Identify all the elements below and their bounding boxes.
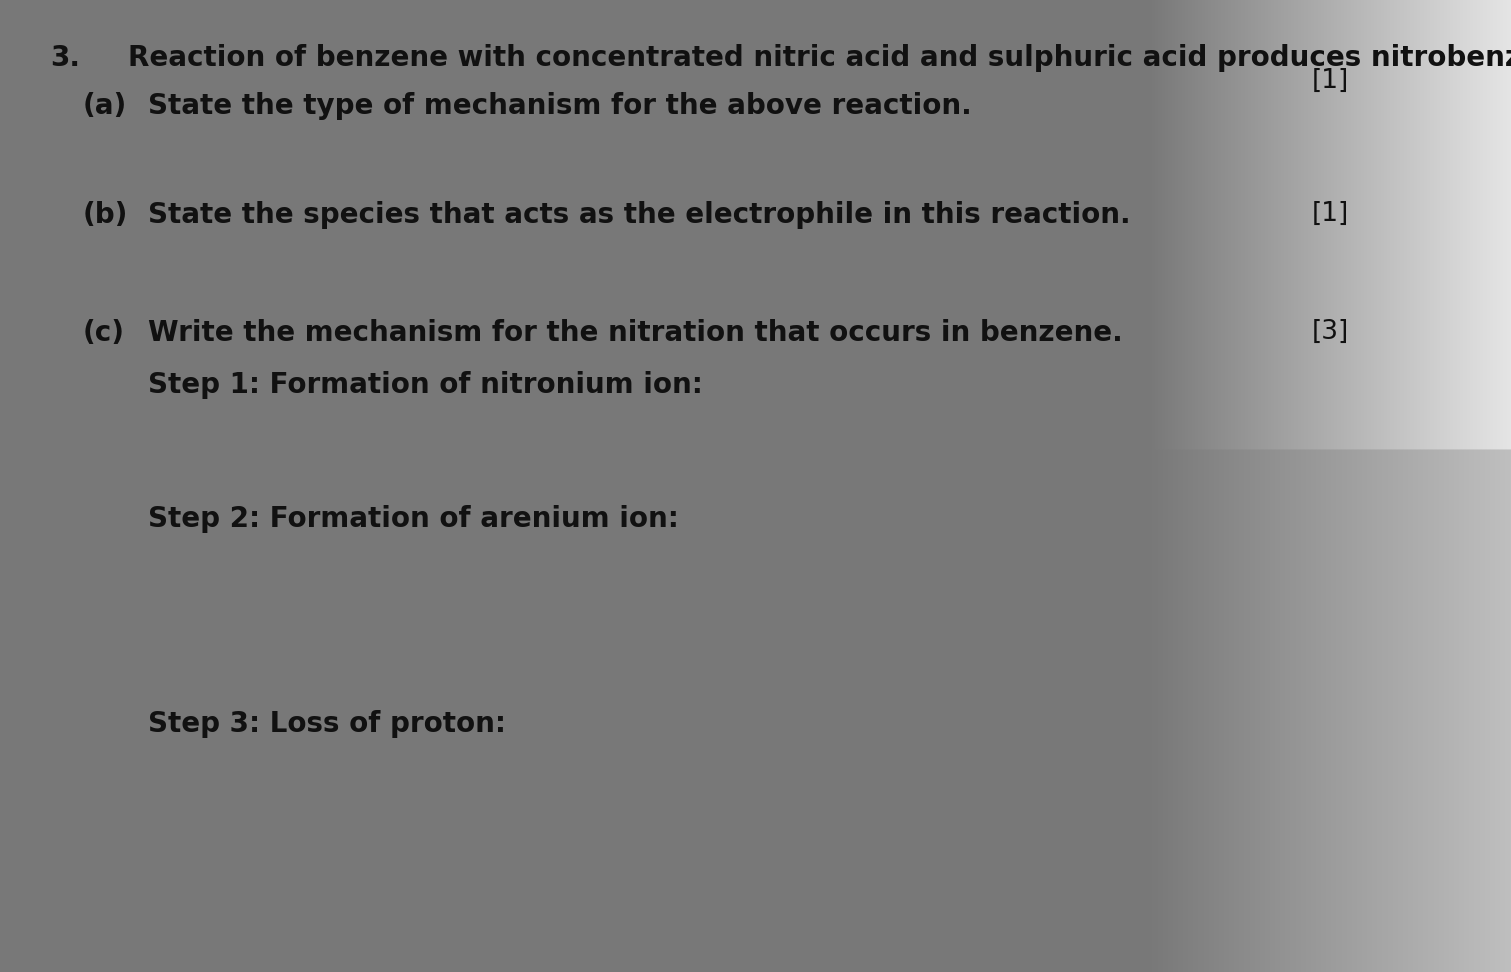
Text: Write the mechanism for the nitration that occurs in benzene.: Write the mechanism for the nitration th… — [148, 319, 1123, 347]
Text: (b): (b) — [83, 201, 128, 229]
Text: [1]: [1] — [1312, 68, 1349, 94]
Text: State the species that acts as the electrophile in this reaction.: State the species that acts as the elect… — [148, 201, 1130, 229]
Text: [1]: [1] — [1312, 201, 1349, 227]
Text: 3.: 3. — [50, 44, 80, 72]
Text: Step 3: Loss of proton:: Step 3: Loss of proton: — [148, 710, 506, 738]
Text: Reaction of benzene with concentrated nitric acid and sulphuric acid produces ni: Reaction of benzene with concentrated ni… — [128, 44, 1511, 72]
Text: Step 1: Formation of nitronium ion:: Step 1: Formation of nitronium ion: — [148, 371, 703, 399]
Text: Step 2: Formation of arenium ion:: Step 2: Formation of arenium ion: — [148, 505, 678, 534]
Text: (a): (a) — [83, 92, 127, 121]
Text: [3]: [3] — [1312, 319, 1349, 345]
Text: (c): (c) — [83, 319, 125, 347]
Text: State the type of mechanism for the above reaction.: State the type of mechanism for the abov… — [148, 92, 972, 121]
